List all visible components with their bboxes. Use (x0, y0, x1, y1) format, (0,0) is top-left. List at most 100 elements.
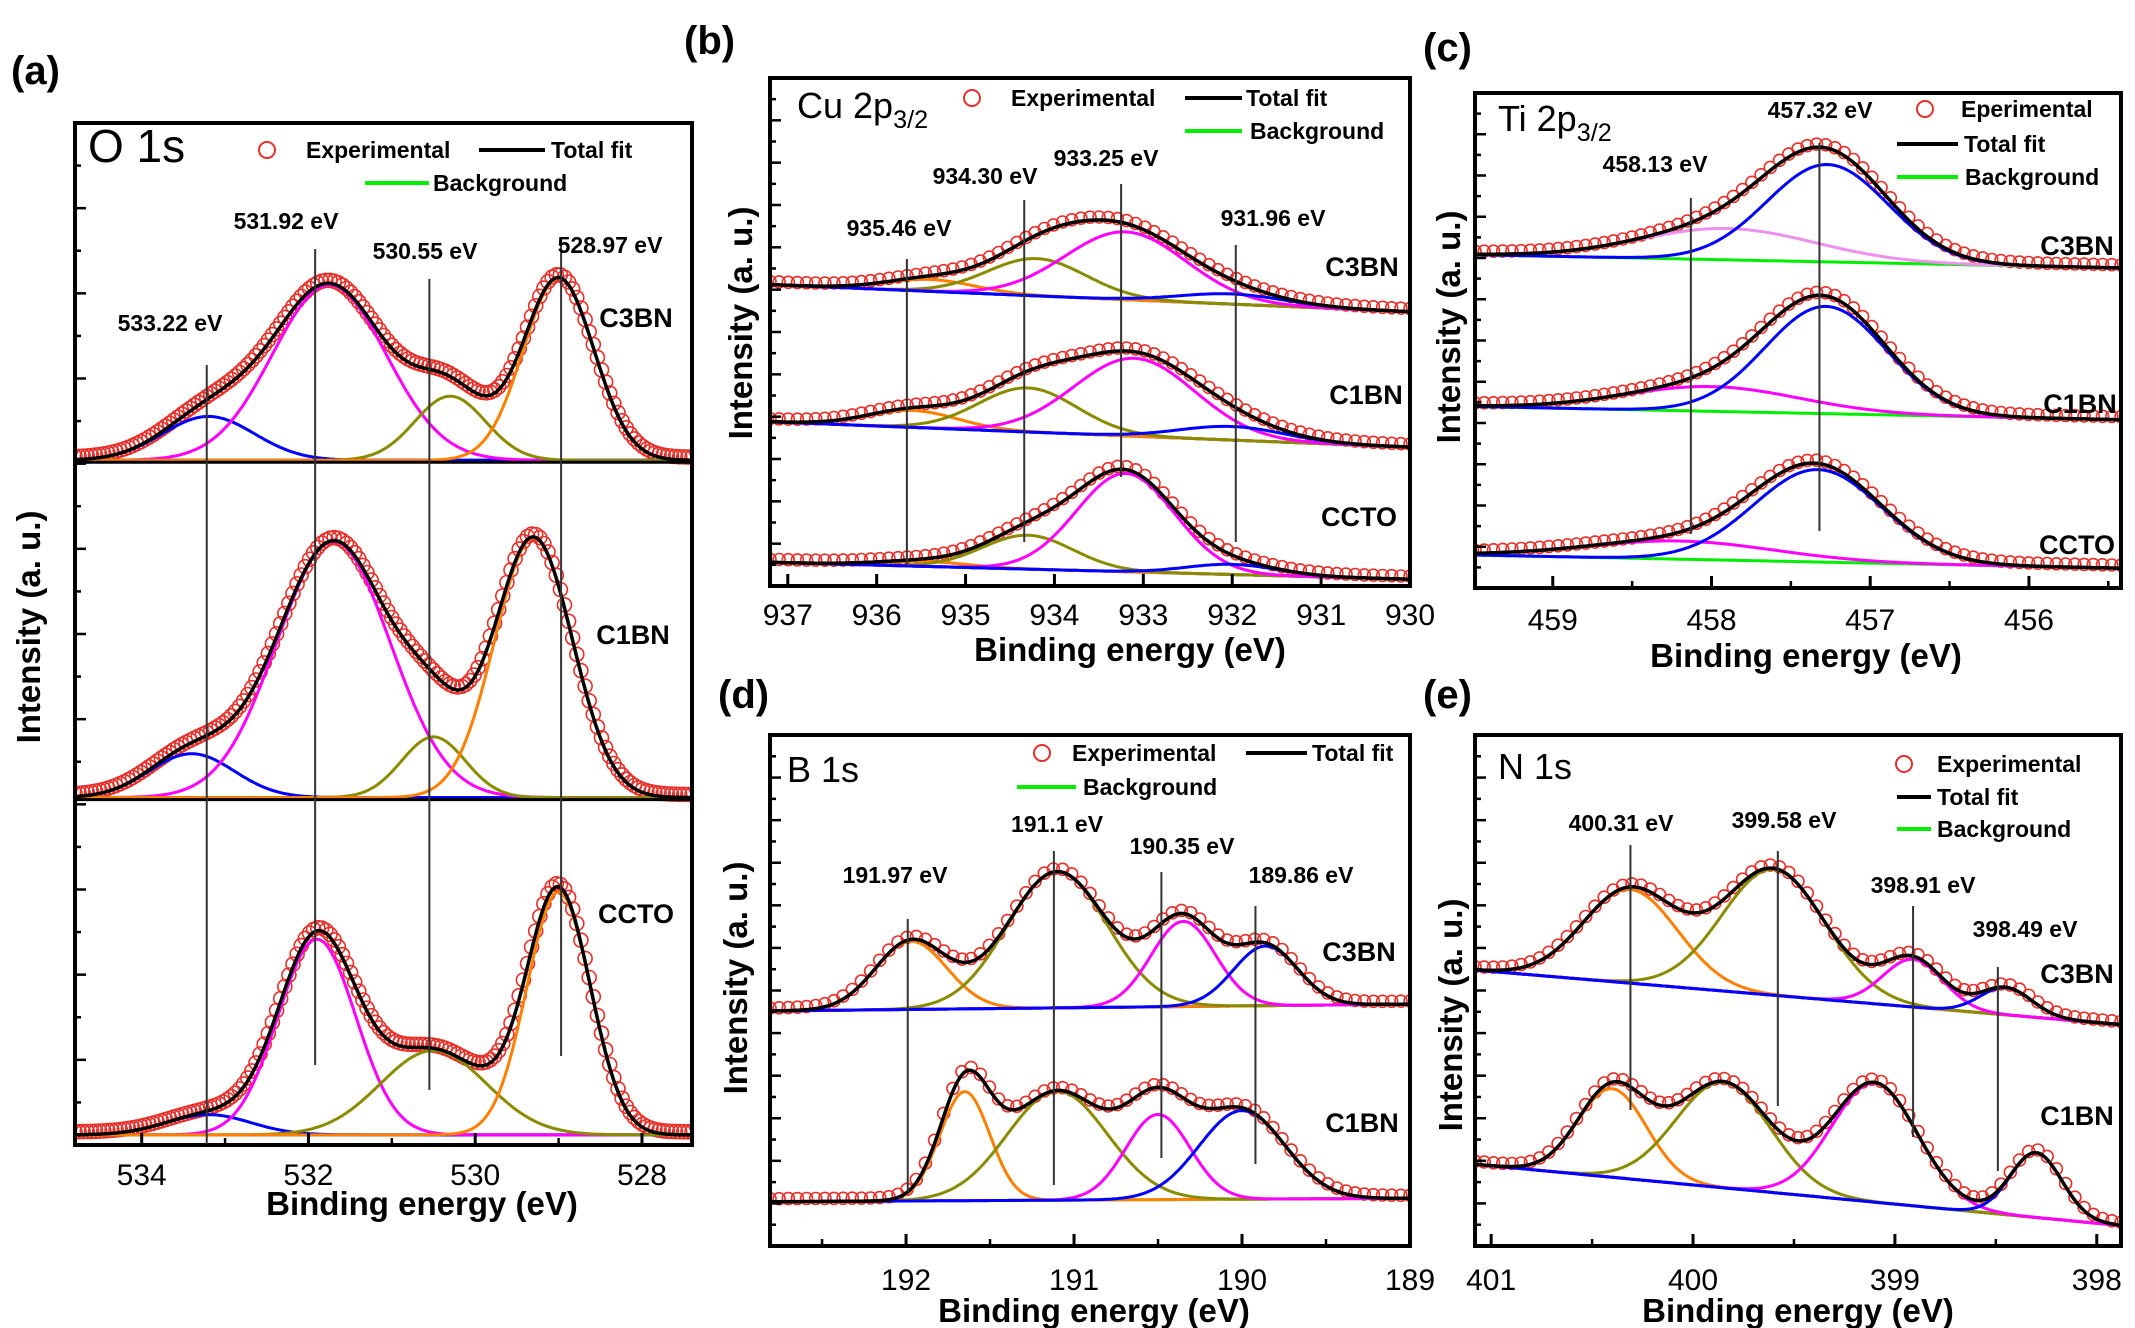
experimental-point (2031, 1143, 2045, 1157)
component-peak (75, 752, 692, 800)
experimental-point (2105, 558, 2119, 572)
series-C3BN (770, 210, 1410, 316)
experimental-point (2105, 257, 2119, 272)
experimental-point (2049, 556, 2064, 571)
experimental-point (2003, 254, 2018, 269)
experimental-point (927, 395, 942, 410)
experimental-point (425, 661, 441, 678)
experimental-point (244, 352, 260, 369)
experimental-point (818, 276, 832, 290)
experimental-point (2095, 409, 2110, 424)
experimental-point (2049, 256, 2064, 271)
experimental-point (772, 1000, 786, 1015)
experimental-point (1357, 434, 1372, 449)
panel-a: C3BN C1BN CCTO 534 532 530 528 533.22 eV 531.92 … (10, 49, 694, 1222)
experimental-point (231, 1081, 248, 1097)
experimental-point (808, 1191, 823, 1206)
experimental-point (882, 271, 896, 286)
experimental-point (1348, 434, 1362, 448)
experimental-point (772, 275, 786, 289)
plot-area (770, 210, 1410, 583)
experimental-point (863, 964, 878, 978)
experimental-point (404, 1036, 421, 1053)
experimental-point (2114, 1014, 2121, 1029)
sample-label: C3BN (2040, 959, 2114, 989)
experimental-point (1726, 880, 1741, 895)
panel-title: N 1s (1498, 746, 1572, 787)
experimental-point (330, 938, 347, 955)
experimental-point (667, 1123, 684, 1140)
experimental-point (1394, 1188, 1408, 1203)
legend-experimental-label: Experimental (306, 137, 450, 163)
peak-label: 398.49 eV (1973, 916, 2079, 942)
experimental-point (1560, 392, 1575, 406)
title-main: B 1s (787, 749, 859, 790)
experimental-point (2031, 256, 2045, 270)
experimental-point (2012, 555, 2027, 570)
series-C3BN (75, 266, 692, 465)
experimental-point (1366, 299, 1381, 314)
panel-label: (a) (11, 49, 60, 93)
legend-experimental-label: Experimental (1937, 751, 2081, 777)
experimental-point (1357, 994, 1372, 1008)
experimental-point (1606, 533, 1621, 547)
experimental-point (564, 281, 581, 297)
experimental-point (2040, 256, 2054, 271)
experimental-point (1809, 453, 1824, 468)
legend-experimental-marker (963, 89, 981, 107)
experimental-point (1578, 909, 1593, 924)
experimental-point (808, 276, 823, 290)
experimental-point (1495, 244, 1510, 258)
experimental-point (1551, 392, 1565, 407)
experimental-point (836, 409, 850, 424)
y-axis-title: Intensity (a. u.) (1430, 211, 1467, 444)
experimental-point (1083, 345, 1097, 359)
experimental-point (2105, 1013, 2119, 1028)
sample-label: C1BN (2040, 1101, 2114, 1131)
experimental-point (408, 1036, 425, 1053)
panel-label: (c) (1423, 26, 1472, 70)
series-C1BN (1475, 285, 2121, 424)
plot-area (1475, 858, 2121, 1230)
legend-experimental-label: Experimental (1011, 85, 1155, 111)
experimental-point (1486, 244, 1501, 258)
experimental-point (490, 1042, 507, 1059)
total-fit-line (1475, 866, 2121, 1027)
experimental-point (2077, 557, 2091, 572)
experimental-point (2077, 257, 2091, 271)
experimental-point (383, 337, 400, 354)
experimental-point (622, 1104, 639, 1121)
experimental-point (1202, 1098, 1216, 1113)
experimental-point (494, 1035, 511, 1052)
experimental-point (1578, 536, 1593, 550)
experimental-point (231, 364, 248, 381)
experimental-point (1110, 341, 1125, 355)
experimental-point (1800, 886, 1814, 900)
experimental-point (1384, 568, 1399, 583)
x-tick-label: 398 (2072, 1264, 2122, 1297)
experimental-point (227, 703, 244, 720)
experimental-point (1625, 531, 1639, 545)
legend-total-fit-label: Total fit (1312, 740, 1394, 766)
experimental-point (1348, 567, 1362, 582)
experimental-point (1348, 993, 1362, 1008)
experimental-point (1384, 994, 1399, 1009)
experimental-point (1551, 1136, 1565, 1151)
experimental-point (680, 786, 692, 803)
experimental-point (1101, 210, 1116, 225)
experimental-point (256, 337, 273, 354)
experimental-point (1147, 1078, 1161, 1092)
experimental-point (790, 412, 805, 427)
experimental-point (1523, 541, 1538, 555)
experimental-point (1366, 568, 1381, 583)
legend: Eperimental Total fit Background (1897, 96, 2099, 190)
experimental-point (1754, 320, 1768, 335)
series-C3BN (1475, 858, 2121, 1029)
experimental-point (219, 711, 235, 728)
experimental-point (490, 378, 507, 395)
experimental-point (1375, 435, 1390, 450)
experimental-point (223, 707, 240, 724)
experimental-point (1275, 1131, 1289, 1146)
experimental-point (601, 748, 618, 765)
experimental-point (1560, 929, 1575, 944)
